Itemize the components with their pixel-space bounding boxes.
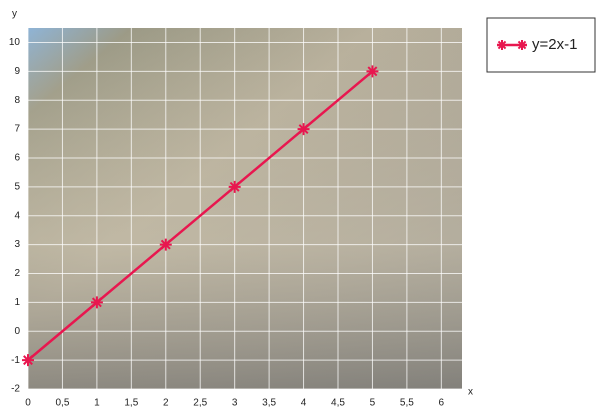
y-tick-label: -2 — [11, 384, 20, 395]
x-tick-label: 4,5 — [331, 398, 345, 409]
y-tick-label: 10 — [9, 37, 21, 48]
x-tick-label: 0,5 — [55, 398, 69, 409]
x-tick-label: 3 — [232, 398, 238, 409]
x-tick-label: 5,5 — [400, 398, 414, 409]
x-tick-label: 1 — [94, 398, 100, 409]
x-tick-label: 2,5 — [193, 398, 207, 409]
x-tick-label: 5 — [370, 398, 376, 409]
x-tick-label: 3,5 — [262, 398, 276, 409]
x-tick-label: 0 — [25, 398, 31, 409]
legend-label: y=2x-1 — [532, 36, 577, 53]
y-axis-label: y — [12, 9, 17, 20]
data-marker — [22, 354, 34, 367]
y-tick-label: -1 — [11, 355, 20, 366]
x-tick-label: 1,5 — [124, 398, 138, 409]
y-tick-label: 7 — [14, 124, 20, 135]
y-tick-label: 8 — [14, 95, 20, 106]
y-tick-label: 1 — [14, 297, 20, 308]
x-axis-label: x — [468, 387, 473, 398]
data-marker — [297, 123, 310, 136]
y-tick-label: 9 — [14, 66, 20, 77]
y-tick-label: 2 — [14, 268, 20, 279]
data-line — [27, 70, 374, 362]
data-marker — [228, 180, 241, 193]
data-marker — [159, 238, 172, 251]
y-tick-label: 3 — [14, 239, 20, 250]
y-tick-label: 0 — [14, 326, 20, 337]
y-tick-label: 4 — [14, 210, 20, 221]
legend-marker — [497, 40, 527, 50]
x-tick-label: 2 — [163, 398, 169, 409]
data-marker — [366, 65, 379, 78]
data-marker — [90, 296, 103, 309]
y-tick-label: 6 — [14, 153, 20, 164]
y-tick-label: 5 — [14, 181, 20, 192]
x-tick-label: 4 — [301, 398, 307, 409]
plot-background-shade — [28, 28, 462, 389]
x-tick-label: 6 — [439, 398, 445, 409]
